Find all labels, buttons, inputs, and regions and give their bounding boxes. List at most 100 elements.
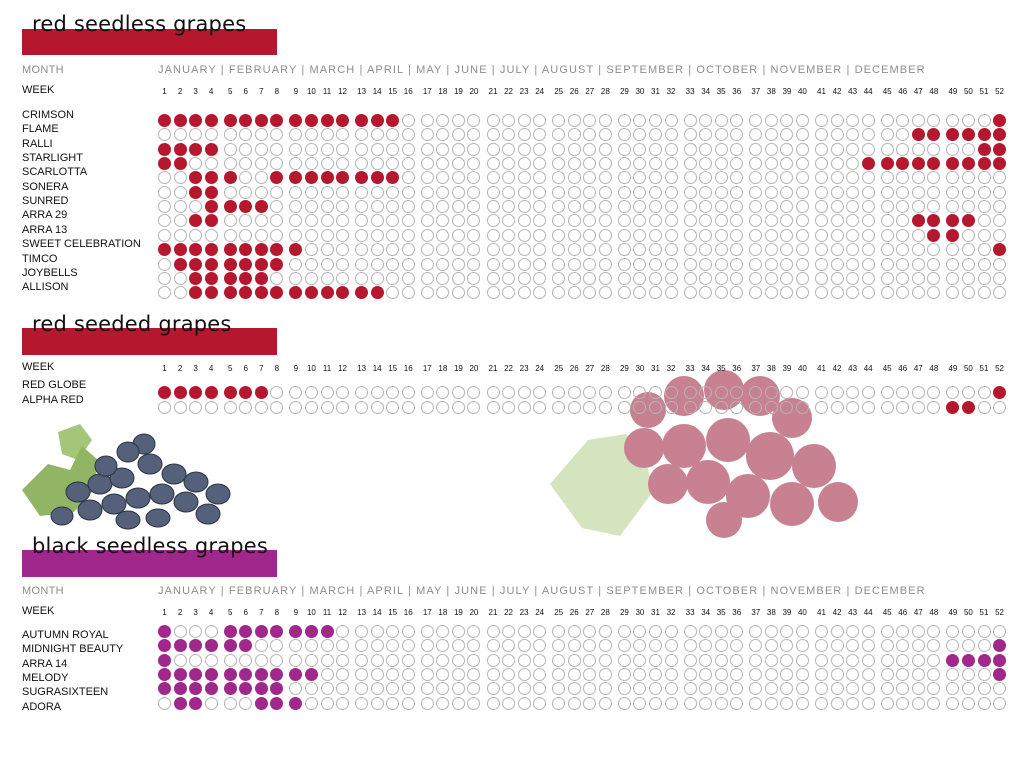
availability-dot-empty (946, 185, 960, 199)
availability-dot-empty (911, 653, 925, 667)
availability-dot-empty (533, 271, 547, 285)
availability-dot-empty (355, 696, 369, 710)
availability-dot-empty (617, 200, 631, 214)
availability-dot-empty (420, 682, 434, 696)
availability-dot-empty (993, 625, 1007, 638)
availability-dot-empty (977, 668, 991, 682)
week-tick-label: 28 (600, 608, 610, 617)
availability-dot-empty (386, 185, 400, 199)
week-label: WEEK (22, 84, 55, 96)
availability-dot-empty (436, 128, 450, 142)
availability-dot-empty (664, 271, 678, 285)
availability-dot-empty (451, 171, 465, 185)
week-tick-label: 49 (948, 364, 958, 373)
availability-dot-empty (486, 286, 500, 300)
availability-dot-empty (567, 696, 581, 710)
week-tick-label: 4 (208, 364, 214, 373)
availability-dot-empty (567, 243, 581, 257)
availability-dot-empty (270, 653, 284, 667)
availability-dot-empty (764, 696, 778, 710)
availability-dot-empty (730, 200, 744, 214)
availability-dot-empty (699, 668, 713, 682)
week-tick-label: 4 (208, 608, 214, 617)
availability-dot-empty (451, 401, 465, 414)
availability-dot-empty (254, 185, 268, 199)
availability-dot-empty (486, 653, 500, 667)
availability-dot-filled (189, 214, 203, 228)
availability-dot-empty (830, 157, 844, 171)
availability-dot-empty (517, 386, 531, 399)
availability-dot-filled (946, 157, 960, 171)
availability-dot-empty (598, 696, 612, 710)
week-tick-label: 43 (848, 87, 858, 96)
section-title-bar (22, 29, 277, 55)
availability-dot-empty (254, 228, 268, 242)
availability-dot-empty (961, 185, 975, 199)
availability-dot-empty (598, 386, 612, 399)
section-title: red seedless grapes (32, 12, 247, 36)
week-tick-label: 10 (306, 87, 316, 96)
availability-dot-empty (420, 214, 434, 228)
week-tick-label: 25 (554, 608, 564, 617)
week-tick-label: 27 (585, 364, 595, 373)
availability-dot-empty (846, 401, 860, 414)
availability-dot-empty (436, 682, 450, 696)
availability-dot-empty (861, 696, 875, 710)
availability-dot-empty (927, 696, 941, 710)
week-tick-label: 50 (963, 364, 973, 373)
availability-dot-filled (993, 639, 1007, 653)
availability-dot-empty (502, 142, 516, 156)
availability-dot-filled (993, 668, 1007, 682)
availability-dot-empty (223, 142, 237, 156)
week-tick-label: 5 (227, 608, 233, 617)
availability-dot-empty (896, 386, 910, 399)
availability-dot-empty (749, 696, 763, 710)
availability-dot-empty (649, 185, 662, 199)
availability-dot-empty (567, 401, 581, 414)
availability-dot-empty (683, 271, 697, 285)
week-tick-label: 10 (306, 364, 316, 373)
availability-dot-empty (961, 639, 975, 653)
availability-dot-empty (583, 185, 597, 199)
availability-dot-empty (730, 271, 744, 285)
availability-dot-filled (173, 682, 187, 696)
week-tick-label: 51 (979, 608, 989, 617)
availability-dot-empty (386, 639, 400, 653)
variety-label: ADORA (22, 700, 62, 713)
availability-dot-empty (830, 214, 844, 228)
availability-dot-filled (304, 625, 318, 638)
availability-dot-empty (583, 200, 597, 214)
week-tick-label: 4 (208, 87, 214, 96)
variety-label: MELODY (22, 672, 69, 685)
availability-dot-empty (598, 682, 612, 696)
week-tick-label: 31 (651, 364, 660, 373)
availability-dot-empty (699, 128, 713, 142)
availability-dot-empty (451, 157, 465, 171)
week-tick-label: 35 (716, 364, 726, 373)
availability-dot-empty (896, 171, 910, 185)
availability-dot-empty (880, 271, 894, 285)
week-tick-label: 17 (422, 608, 432, 617)
availability-dot-empty (533, 185, 547, 199)
availability-dot-empty (204, 228, 218, 242)
availability-dot-empty (552, 214, 566, 228)
availability-dot-filled (223, 257, 237, 271)
week-tick-label: 31 (651, 87, 660, 96)
availability-dot-empty (486, 243, 500, 257)
availability-dot-empty (401, 286, 415, 300)
availability-dot-empty (795, 128, 809, 142)
availability-dot-filled (977, 157, 991, 171)
availability-dot-empty (730, 257, 744, 271)
availability-dot-filled (223, 286, 237, 300)
availability-dot-empty (730, 228, 744, 242)
availability-dot-empty (649, 696, 662, 710)
availability-dot-empty (436, 696, 450, 710)
availability-dot-empty (961, 171, 975, 185)
availability-dot-empty (583, 271, 597, 285)
availability-dot-empty (896, 257, 910, 271)
availability-dot-empty (567, 625, 581, 638)
availability-dot-empty (436, 653, 450, 667)
availability-dot-filled (254, 200, 268, 214)
availability-dot-empty (355, 653, 369, 667)
availability-dot-empty (158, 185, 171, 199)
